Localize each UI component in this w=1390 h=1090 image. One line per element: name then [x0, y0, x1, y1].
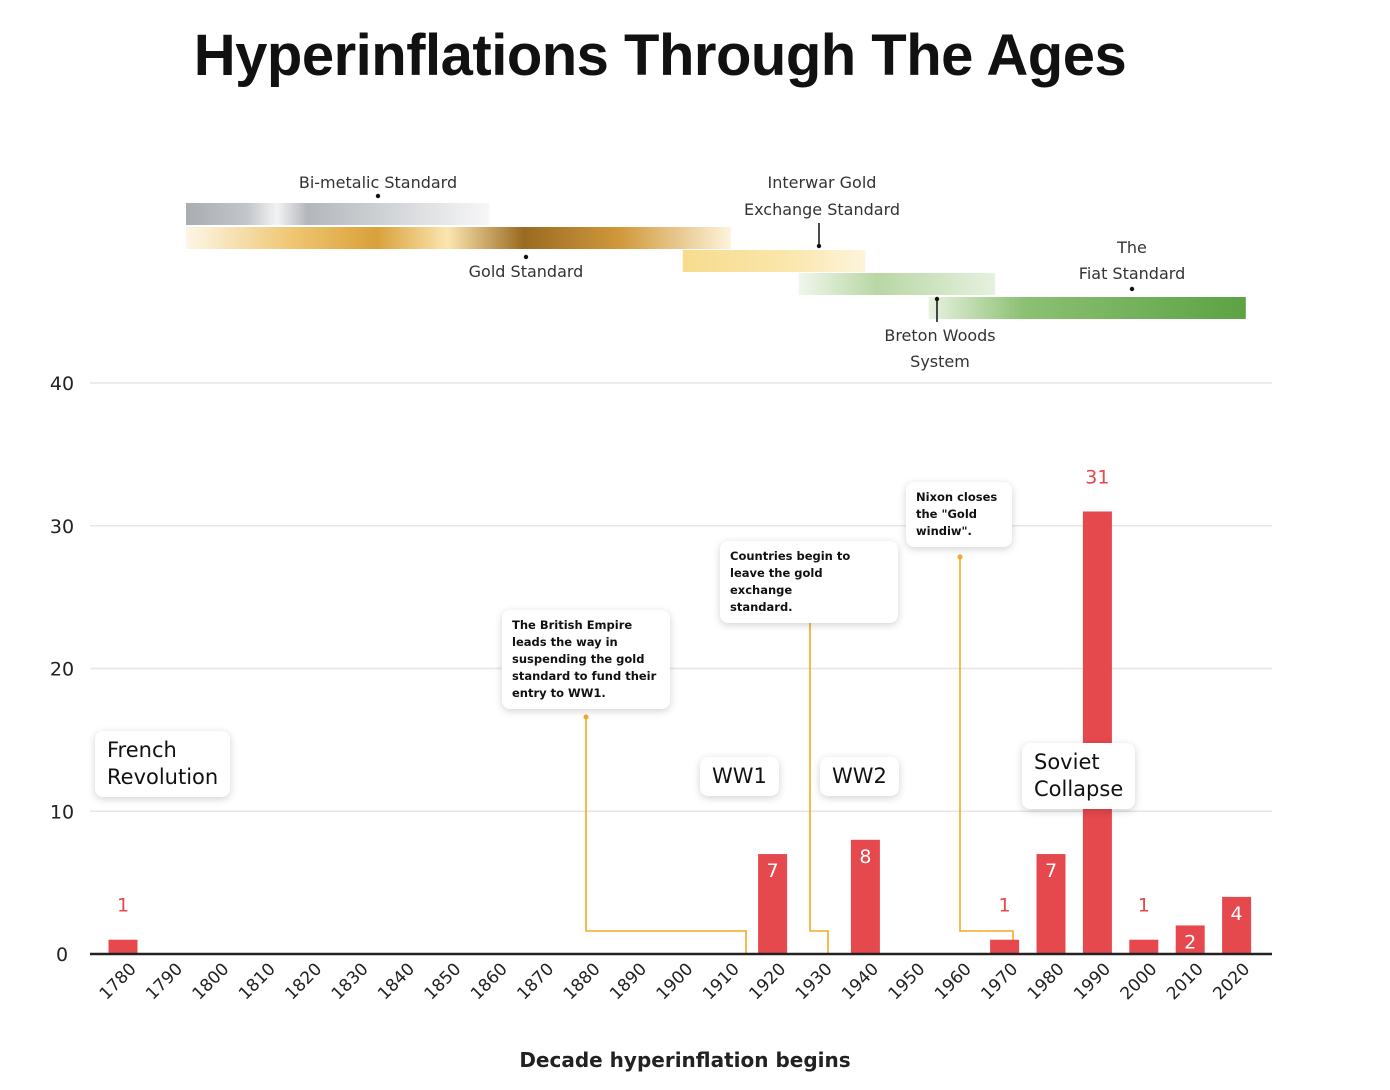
x-tick-label: 1970 — [977, 959, 1022, 1004]
band-interwar-gold-exchange-standard — [682, 250, 866, 272]
band-label-bimetallic: Bi-metalic Standard — [299, 173, 457, 192]
leader-line — [809, 618, 829, 954]
leader-line — [585, 717, 747, 954]
value-label-1940: 8 — [859, 846, 871, 868]
bar-1990 — [1082, 511, 1112, 954]
x-tick-label: 1830 — [328, 959, 373, 1004]
value-label-2010: 2 — [1184, 931, 1196, 953]
band-pointer-fiat — [1129, 286, 1135, 292]
value-label-2020: 4 — [1231, 903, 1243, 925]
leader-dot — [957, 554, 963, 560]
bars — [108, 511, 1252, 954]
band-pointer-interwar-dot — [816, 243, 822, 249]
x-tick-label: 1980 — [1024, 959, 1069, 1004]
band-label-fiat-line2: Fiat Standard — [1079, 264, 1185, 283]
band-fiat-standard — [928, 297, 1246, 319]
bar-2010 — [1175, 925, 1205, 954]
x-tick-label: 1880 — [560, 959, 605, 1004]
x-tick-label: 1930 — [792, 959, 837, 1004]
event-ww1: WW1 — [700, 757, 779, 796]
band-bimetallic-standard — [186, 203, 490, 225]
x-tick-label: 2020 — [1209, 959, 1254, 1004]
leader-line — [959, 557, 1014, 940]
x-tick-label: 1840 — [374, 959, 419, 1004]
band-label-breton-line1: Breton Woods — [884, 326, 995, 345]
y-tick-label: 40 — [50, 373, 74, 395]
band-pointer-breton-dot — [934, 296, 940, 302]
value-labels: 1 7 8 1 7 31 1 2 4 — [117, 466, 1243, 953]
band-pointer-bimetallic — [375, 193, 381, 199]
band-label-interwar-line1: Interwar Gold — [768, 173, 877, 192]
leader-dot — [583, 714, 589, 720]
y-tick-label: 30 — [50, 516, 74, 538]
note-british-empire: The British Empire leads the way in susp… — [502, 610, 670, 709]
x-tick-label: 1920 — [745, 959, 790, 1004]
x-tick-label: 1990 — [1070, 959, 1115, 1004]
value-label-1970: 1 — [999, 895, 1011, 917]
bar-1980 — [1036, 854, 1066, 954]
x-tick-label: 1950 — [885, 959, 930, 1004]
x-tick-label: 1860 — [467, 959, 512, 1004]
x-tick-label: 2000 — [1117, 959, 1162, 1004]
band-label-breton-line2: System — [910, 352, 970, 371]
value-label-1980: 7 — [1045, 860, 1057, 882]
event-french-revolution: French Revolution — [95, 731, 231, 797]
grid-lines — [90, 382, 1272, 812]
value-label-1780: 1 — [117, 895, 129, 917]
band-label-interwar-line2: Exchange Standard — [744, 200, 900, 219]
x-axis-label: Decade hyperinflation begins — [519, 1048, 850, 1072]
x-tick-label: 1890 — [606, 959, 651, 1004]
x-tick-label: 1780 — [96, 959, 141, 1004]
y-tick-label: 0 — [56, 944, 68, 966]
x-tick-label: 1900 — [653, 959, 698, 1004]
band-breton-woods-system — [798, 273, 996, 295]
band-gold-standard — [186, 227, 731, 249]
bar-1970 — [990, 939, 1020, 954]
x-tick-label: 1960 — [931, 959, 976, 1004]
y-tick-label: 10 — [50, 801, 74, 823]
note-nixon: Nixon closes the "Gold windiw". — [906, 482, 1012, 547]
x-tick-label: 1790 — [142, 959, 187, 1004]
band-label-gold: Gold Standard — [469, 262, 584, 281]
event-soviet-collapse: Soviet Collapse — [1022, 743, 1136, 809]
bar-2020 — [1222, 896, 1252, 954]
monetary-standards-bands: Bi-metalic Standard Gold Standard Interw… — [186, 173, 1246, 371]
x-tick-label: 1800 — [189, 959, 234, 1004]
band-pointer-gold — [523, 254, 529, 260]
bar-1920 — [758, 854, 788, 954]
x-tick-label: 1850 — [421, 959, 466, 1004]
note-gold-exchange: Countries begin to leave the gold exchan… — [720, 541, 898, 623]
x-tick-label: 1870 — [513, 959, 558, 1004]
value-label-1920: 7 — [767, 860, 779, 882]
bar-1780 — [108, 939, 138, 954]
x-tick-label: 1910 — [699, 959, 744, 1004]
value-label-2000: 1 — [1138, 895, 1150, 917]
event-ww2: WW2 — [820, 757, 899, 796]
x-tick-label: 1940 — [838, 959, 883, 1004]
x-axis-ticks: 1780 1790 1800 1810 1820 1830 1840 1850 1860 1870… — [96, 959, 1254, 1004]
bar-2000 — [1129, 939, 1159, 954]
band-label-fiat-line1: The — [1116, 238, 1147, 257]
x-tick-label: 1810 — [235, 959, 280, 1004]
y-axis-ticks: 0 10 20 30 40 — [50, 373, 74, 966]
value-label-1990: 31 — [1085, 466, 1109, 488]
x-tick-label: 1820 — [281, 959, 326, 1004]
y-tick-label: 20 — [50, 659, 74, 681]
bar-1940 — [850, 839, 880, 954]
chart-title: Hyperinflations Through The Ages — [193, 23, 1127, 88]
x-tick-label: 2010 — [1163, 959, 1208, 1004]
